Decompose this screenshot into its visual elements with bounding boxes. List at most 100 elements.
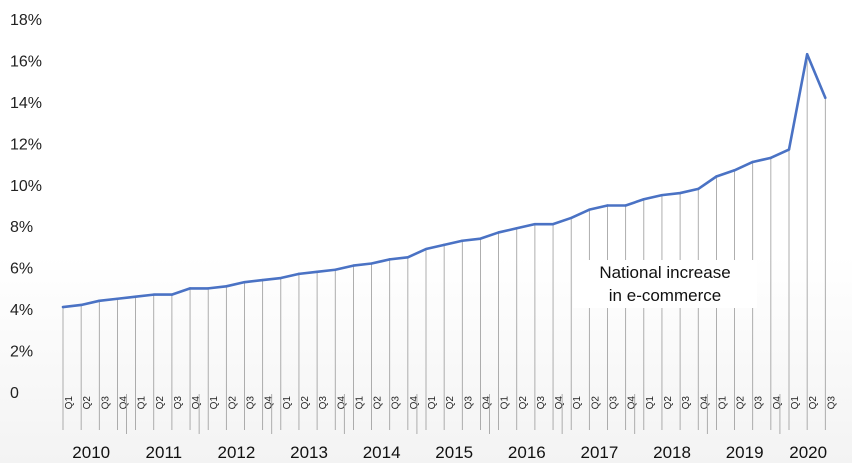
data-point — [606, 204, 609, 207]
annotation-background — [573, 260, 757, 308]
quarter-tick-label: Q1 — [354, 396, 365, 410]
quarter-tick-label: Q3 — [100, 396, 111, 410]
data-point — [715, 175, 718, 178]
data-point — [533, 222, 537, 226]
annotation-line-2: in e-commerce — [609, 286, 721, 305]
quarter-tick-label: Q1 — [209, 396, 220, 410]
quarter-tick-label: Q1 — [500, 396, 511, 410]
quarter-tick-label: Q1 — [717, 396, 728, 410]
quarter-tick-label: Q2 — [155, 396, 166, 410]
data-point — [805, 53, 809, 56]
quarter-tick-label: Q4 — [118, 396, 129, 410]
y-tick-label: 6% — [10, 261, 33, 278]
data-point — [479, 237, 482, 240]
year-label: 2010 — [72, 443, 110, 462]
quarter-tick-label: Q1 — [64, 396, 75, 410]
data-point — [79, 303, 83, 307]
series-layer — [61, 52, 827, 309]
data-point — [98, 299, 101, 303]
quarter-tick-label: Q4 — [627, 396, 638, 410]
quarter-tick-label: Q4 — [336, 396, 347, 410]
data-point — [297, 272, 301, 276]
y-tick-label: 14% — [10, 95, 42, 112]
data-point — [624, 204, 627, 207]
data-point — [207, 287, 210, 290]
quarter-tick-label: Q3 — [536, 396, 547, 410]
data-point — [697, 187, 700, 191]
annotation-line-1: National increase — [599, 263, 730, 282]
quarter-tick-label: Q2 — [373, 396, 384, 410]
quarter-tick-label: Q3 — [463, 396, 474, 410]
quarter-tick-label: Q4 — [699, 396, 710, 410]
data-point — [170, 293, 174, 296]
quarter-tick-label: Q1 — [572, 396, 583, 410]
year-label: 2019 — [726, 443, 764, 462]
data-point — [388, 258, 391, 261]
data-point — [588, 208, 591, 211]
year-label: 2013 — [290, 443, 328, 462]
y-tick-label: 4% — [10, 302, 33, 319]
data-point — [570, 216, 573, 220]
data-point — [461, 239, 464, 242]
data-point — [279, 276, 282, 280]
quarter-tick-label: Q2 — [663, 396, 674, 410]
data-point — [424, 247, 428, 251]
data-point — [751, 160, 754, 164]
y-tick-label: 2% — [10, 344, 33, 361]
quarter-tick-label: Q3 — [391, 396, 402, 410]
data-point — [261, 278, 264, 282]
data-point — [678, 191, 682, 195]
y-tick-label: 16% — [10, 53, 42, 70]
year-label: 2011 — [146, 443, 183, 462]
quarter-tick-label: Q4 — [191, 396, 202, 410]
year-label: 2014 — [363, 443, 401, 462]
year-label: 2020 — [789, 443, 827, 462]
quarter-tick-label: Q3 — [173, 396, 184, 410]
data-point — [406, 256, 410, 259]
y-tick-label: 0 — [10, 385, 19, 402]
data-point — [787, 148, 791, 151]
quarter-tick-label: Q2 — [445, 396, 456, 410]
year-label: 2015 — [435, 443, 473, 462]
data-point — [497, 231, 500, 234]
quarter-tick-label: Q3 — [318, 396, 329, 410]
quarter-tick-label: Q2 — [518, 396, 529, 410]
quarter-tick-label: Q3 — [754, 396, 765, 410]
data-point — [551, 222, 555, 226]
data-point — [134, 295, 137, 298]
quarter-tick-label: Q4 — [772, 396, 783, 410]
data-point — [352, 264, 355, 267]
quarter-tick-label: Q3 — [609, 396, 620, 410]
data-point — [243, 280, 246, 284]
year-label: 2016 — [508, 443, 546, 462]
quarter-tick-label: Q4 — [481, 396, 492, 410]
data-point — [152, 293, 155, 296]
y-tick-label: 10% — [10, 178, 42, 195]
y-tick-label: 8% — [10, 219, 33, 236]
data-point — [315, 270, 319, 274]
quarter-tick-label: Q3 — [246, 396, 257, 410]
data-point — [61, 305, 65, 309]
year-label: 2012 — [218, 443, 256, 462]
quarter-tick-label: Q2 — [590, 396, 601, 410]
year-label: 2018 — [653, 443, 691, 462]
quarter-tick-label: Q1 — [645, 396, 656, 410]
data-point — [225, 285, 228, 288]
quarter-tick-label: Q2 — [736, 396, 747, 410]
quarter-tick-label: Q2 — [82, 396, 93, 410]
quarter-tick-label: Q2 — [227, 396, 238, 410]
data-point — [370, 262, 373, 265]
data-point — [442, 243, 446, 247]
quarter-tick-label: Q1 — [790, 396, 801, 410]
quarter-tick-label: Q2 — [808, 396, 819, 410]
x-axis: Q1 Q2 Q3 Q4 Q1 Q2 Q3 Q4 Q1 Q2 Q3 Q4 Q1 Q2 Q3 Q4 Q1 Q2 Q3 Q4… — [64, 394, 837, 462]
quarter-tick-label: Q4 — [409, 396, 420, 410]
quarter-drop-lines — [62, 54, 826, 430]
data-point — [188, 287, 192, 290]
data-point — [334, 268, 337, 271]
quarter-tick-label: Q1 — [427, 396, 438, 410]
quarter-tick-label: Q1 — [282, 396, 293, 410]
data-point — [769, 156, 773, 160]
y-tick-label: 18% — [10, 12, 42, 29]
